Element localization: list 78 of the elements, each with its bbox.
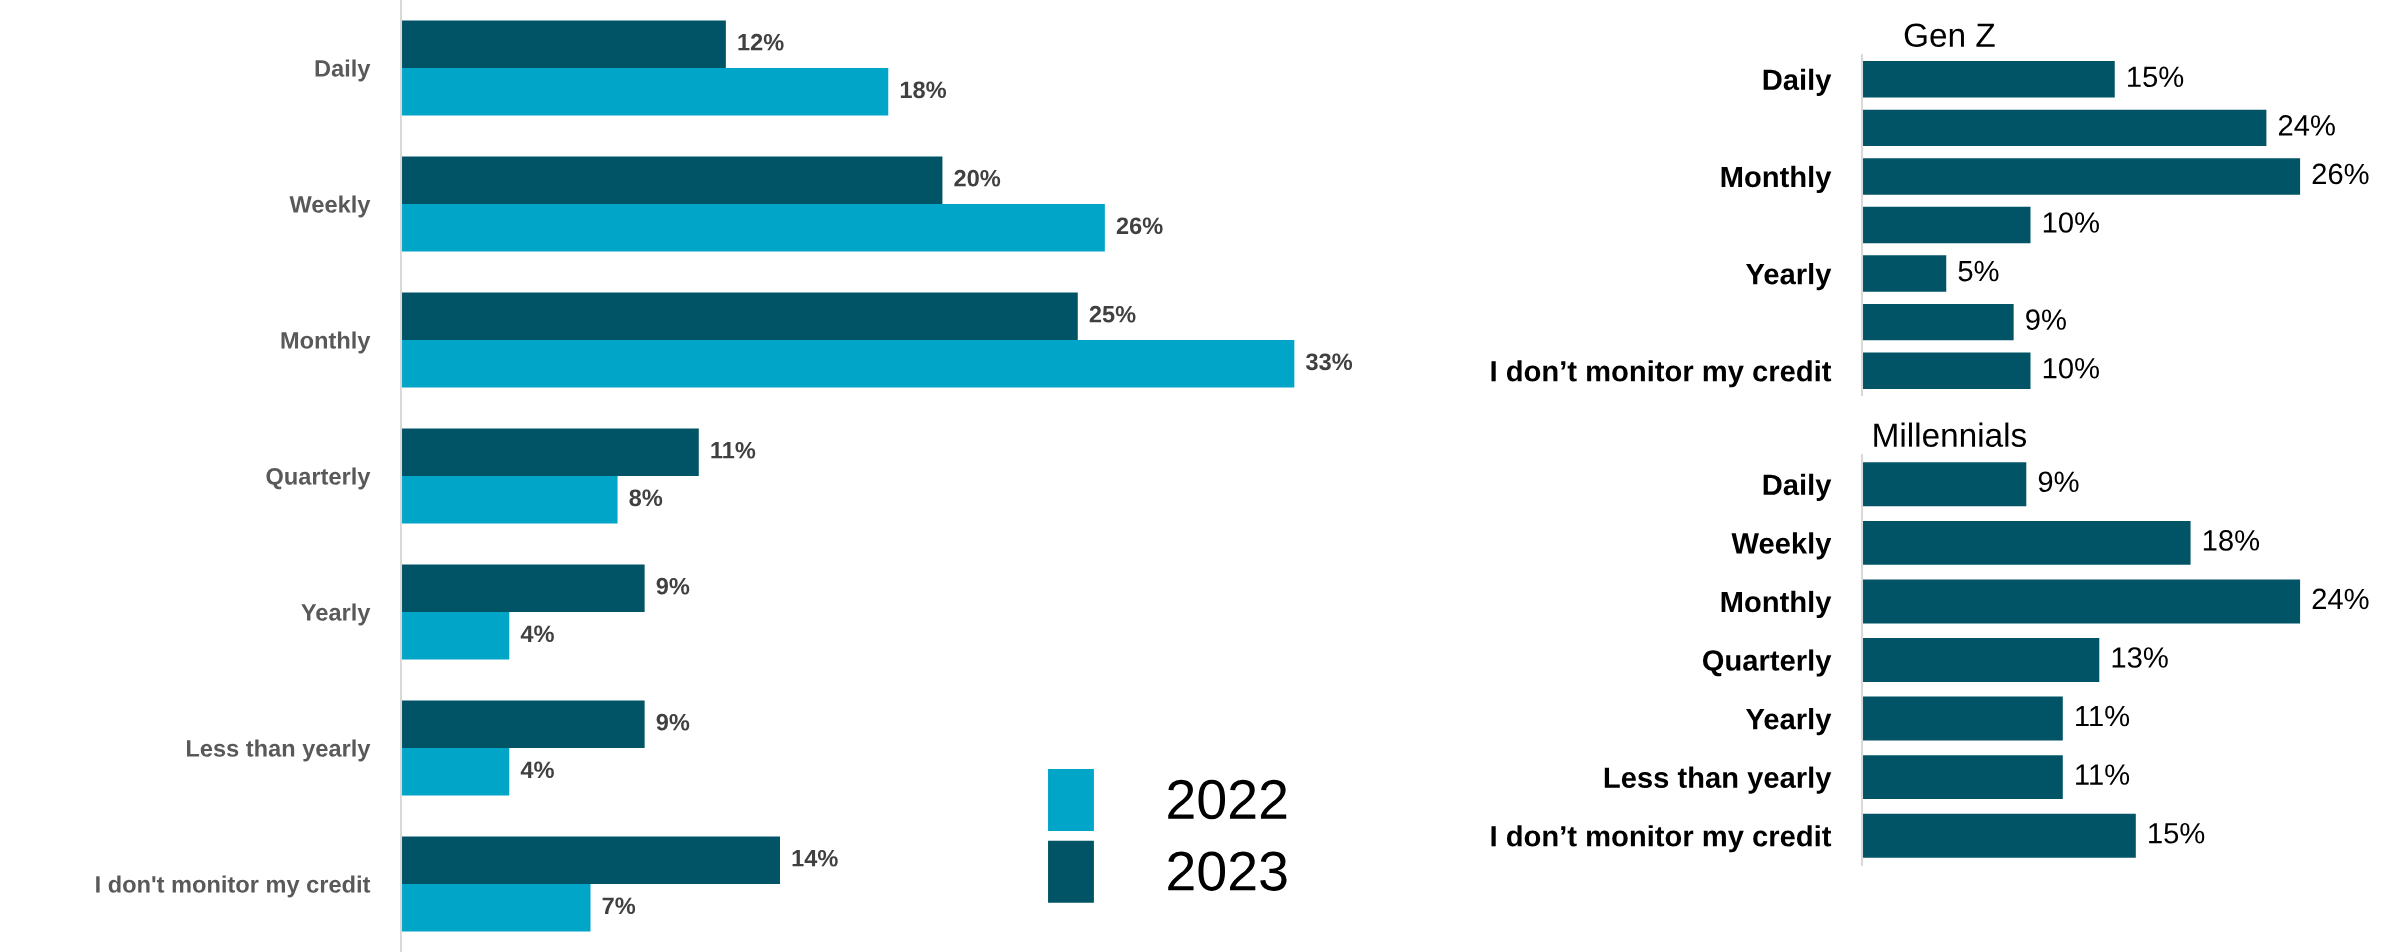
data-label: 9% — [2038, 471, 2079, 493]
y-tick-label: Yearly — [1745, 708, 1832, 736]
bar — [401, 564, 645, 612]
y-tick-label: Weekly — [1731, 532, 1832, 560]
y-tick-label: Yearly — [301, 603, 371, 626]
data-label: 9% — [2026, 309, 2066, 330]
y-tick-label: I don’t monitor my credit — [1491, 360, 1832, 388]
data-label: 18% — [900, 81, 947, 99]
data-label: 9% — [656, 713, 690, 731]
bar — [401, 700, 645, 748]
data-label: 10% — [2043, 212, 2099, 233]
data-label: 24% — [2278, 115, 2335, 136]
y-tick-label: Monthly — [1721, 165, 1832, 194]
bar — [1862, 813, 2136, 858]
bar — [401, 748, 510, 796]
bar — [1862, 158, 2301, 195]
data-label: 33% — [1305, 353, 1353, 371]
y-tick-label: Weekly — [289, 195, 371, 218]
bar — [401, 204, 1105, 252]
data-label: 8% — [629, 489, 663, 507]
bar — [401, 292, 1078, 340]
data-label: 9% — [656, 577, 690, 595]
bar — [401, 612, 510, 660]
bar — [1862, 352, 2031, 389]
legend-label: 2022 — [1168, 779, 1287, 820]
bar — [1862, 520, 2191, 565]
bar — [1862, 579, 2301, 624]
bar — [1862, 755, 2063, 800]
y-tick-label: Daily — [1763, 473, 1832, 501]
y-tick-label: Daily — [315, 59, 371, 82]
bar — [1862, 109, 2267, 147]
y-tick-label: I don't monitor my credit — [96, 875, 371, 898]
bar — [1862, 696, 2063, 741]
bar — [401, 836, 780, 884]
data-label: 24% — [2312, 588, 2369, 610]
y-tick-label: Yearly — [1745, 263, 1832, 291]
bar — [401, 884, 591, 932]
bar — [401, 340, 1295, 388]
legend-label: 2023 — [1168, 851, 1287, 891]
y-tick-label: Quarterly — [1702, 649, 1832, 677]
data-label: 7% — [602, 897, 636, 915]
bar — [401, 68, 889, 116]
bar — [401, 476, 618, 524]
data-label: 13% — [2112, 647, 2168, 668]
bar — [1862, 303, 2014, 341]
data-label: 12% — [738, 33, 784, 51]
bar — [1862, 206, 2031, 244]
y-tick-label: Monthly — [1721, 590, 1832, 619]
bar — [401, 428, 699, 476]
data-label: 14% — [792, 849, 838, 867]
y-tick-label: Daily — [1763, 68, 1832, 96]
data-label: 26% — [2312, 163, 2369, 185]
data-label: 11% — [711, 441, 756, 459]
data-label: 25% — [1089, 305, 1136, 323]
data-label: 18% — [2203, 530, 2260, 551]
data-label: 20% — [954, 169, 1001, 187]
data-label: 11% — [2076, 705, 2130, 727]
bar — [401, 156, 943, 204]
y-tick-label: Less than yearly — [186, 739, 371, 762]
y-tick-label: I don’t monitor my credit — [1491, 825, 1832, 853]
data-label: 15% — [2149, 823, 2205, 844]
data-label: 10% — [2043, 357, 2099, 379]
bar — [1862, 255, 1947, 292]
data-label: 4% — [520, 625, 554, 643]
bar — [1862, 462, 2027, 507]
bar — [1862, 61, 2115, 98]
chart-title: Gen Z — [1904, 23, 1995, 47]
bar — [401, 20, 726, 68]
data-label: 4% — [520, 761, 554, 779]
y-tick-label: Less than yearly — [1604, 766, 1832, 794]
y-tick-label: Monthly — [281, 331, 371, 354]
bar — [1862, 638, 2100, 682]
chart-title: Millennials — [1874, 422, 2027, 447]
data-label: 26% — [1116, 217, 1163, 235]
data-label: 5% — [1958, 260, 1999, 282]
data-label: 11% — [2076, 764, 2130, 785]
data-label: 15% — [2128, 66, 2184, 88]
y-tick-label: Quarterly — [266, 467, 371, 490]
